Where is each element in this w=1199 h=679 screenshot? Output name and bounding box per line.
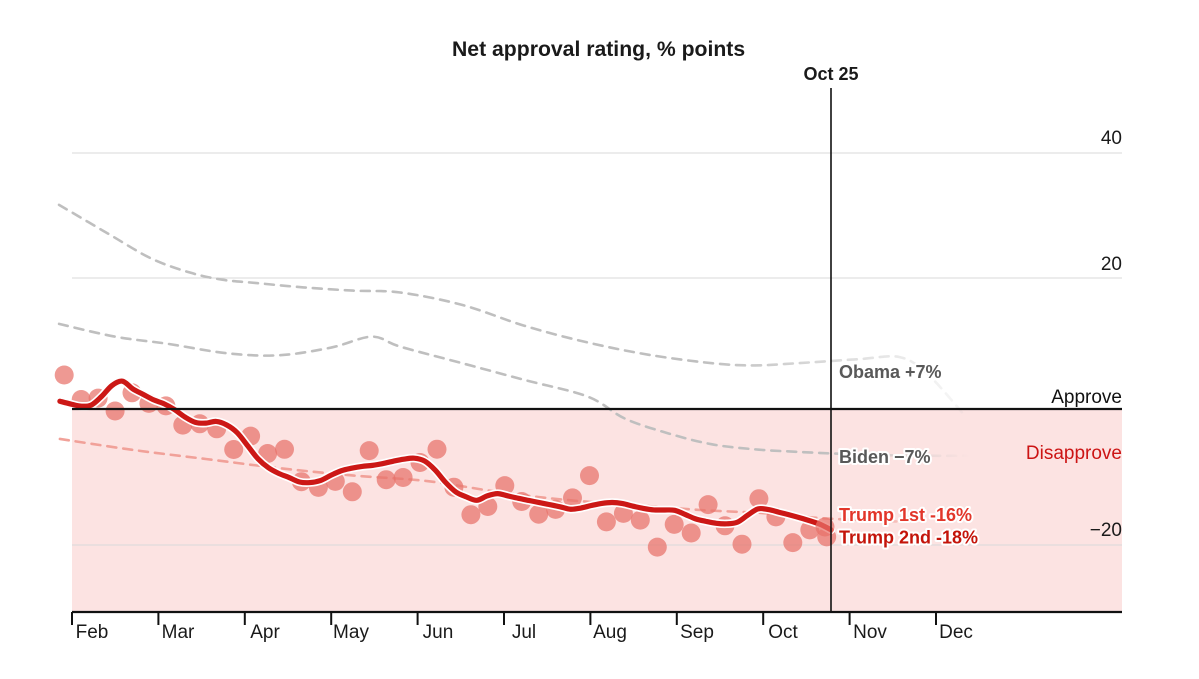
svg-text:40: 40: [1101, 128, 1122, 149]
svg-text:Net approval rating, % points: Net approval rating, % points: [452, 38, 745, 61]
svg-text:−20: −20: [1090, 520, 1122, 541]
svg-text:Mar: Mar: [162, 622, 195, 643]
svg-text:Dec: Dec: [939, 622, 973, 643]
svg-text:Jun: Jun: [423, 622, 454, 643]
svg-text:Approve: Approve: [1051, 387, 1122, 408]
svg-text:Disapprove: Disapprove: [1026, 443, 1122, 464]
svg-text:Oct 25: Oct 25: [803, 64, 858, 84]
svg-text:Apr: Apr: [250, 622, 280, 643]
svg-text:20: 20: [1101, 254, 1122, 275]
svg-text:Trump 1st -16%: Trump 1st -16%: [839, 505, 972, 525]
svg-text:May: May: [333, 622, 369, 643]
svg-text:Aug: Aug: [593, 622, 627, 643]
svg-text:Sep: Sep: [680, 622, 714, 643]
svg-text:Oct: Oct: [768, 622, 798, 643]
svg-text:Obama +7%: Obama +7%: [839, 362, 942, 382]
svg-text:Jul: Jul: [512, 622, 536, 643]
svg-text:Biden −7%: Biden −7%: [839, 447, 931, 467]
svg-text:Nov: Nov: [853, 622, 887, 643]
svg-text:Feb: Feb: [76, 622, 109, 643]
svg-text:Trump 2nd -18%: Trump 2nd -18%: [839, 528, 978, 548]
